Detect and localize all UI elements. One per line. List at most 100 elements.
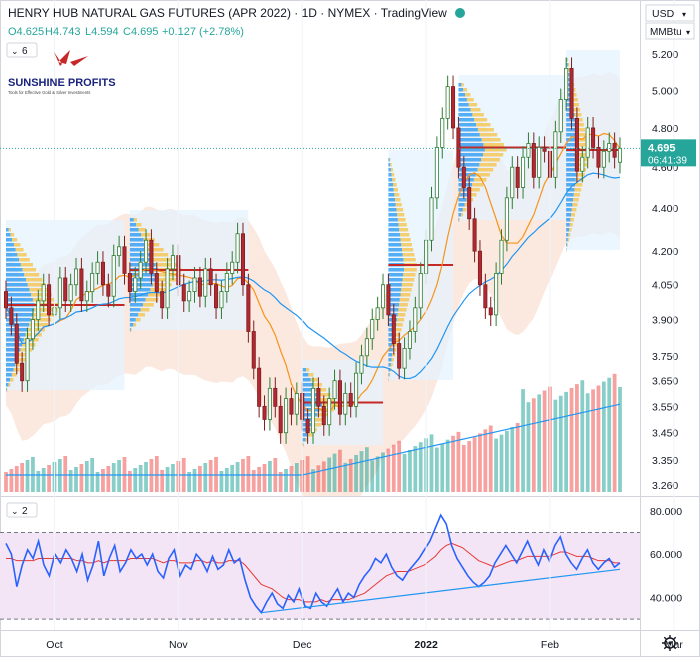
rsi-toggle-button[interactable] xyxy=(6,502,38,518)
profile-bar-down xyxy=(10,233,15,237)
candle-body xyxy=(456,127,461,168)
profile-bar-down xyxy=(570,218,574,222)
candle-body xyxy=(617,147,623,163)
profile-bar-down xyxy=(389,158,391,162)
profile-bar-down xyxy=(403,258,416,262)
profile-bar-down xyxy=(303,443,304,447)
candle-body xyxy=(612,143,617,158)
candle-body xyxy=(187,291,192,302)
profile-bar-up xyxy=(6,248,16,252)
candles xyxy=(3,57,623,444)
volume-bar xyxy=(499,434,504,492)
candle-body xyxy=(289,398,294,415)
profile-bar-down xyxy=(143,238,155,242)
volume-bar xyxy=(364,447,369,492)
volume-bar xyxy=(144,462,148,492)
bar-countdown: 06:41:39 xyxy=(648,155,687,166)
profile-bar-down xyxy=(477,168,494,172)
volume-bar xyxy=(294,463,299,492)
candle-body xyxy=(294,393,299,415)
profile-bar-up xyxy=(388,298,400,302)
profile-bar-down xyxy=(576,128,586,132)
profile-bar-down xyxy=(395,203,402,207)
profile-bar-up xyxy=(388,233,400,237)
profile-bar-down xyxy=(571,208,577,212)
profile-bar-down xyxy=(133,218,137,222)
profile-bar-up xyxy=(129,233,142,237)
profile-bar-down xyxy=(466,98,474,102)
candle-body xyxy=(106,284,111,297)
profile-bar-up xyxy=(388,248,403,252)
candle-body xyxy=(95,261,100,274)
profile-bar-down xyxy=(30,318,52,322)
profile-bar-up xyxy=(566,233,569,237)
profile-bar-up xyxy=(566,173,577,177)
volume-bar xyxy=(257,467,262,492)
candle-body xyxy=(348,393,353,407)
volume-bar xyxy=(219,471,224,492)
candle-body xyxy=(63,277,68,302)
profile-bar-up xyxy=(302,438,306,442)
profile-bar-up xyxy=(566,228,570,232)
candle-body xyxy=(461,166,466,188)
profile-bar-up xyxy=(566,213,572,217)
symbol-title[interactable]: HENRY HUB NATURAL GAS FUTURES (APR 2022)… xyxy=(8,6,447,20)
profile-bar-down xyxy=(403,273,416,277)
profile-bar-down xyxy=(153,258,173,262)
rsi-tick-label: 80.000 xyxy=(650,506,682,518)
unit-label: MMBtu xyxy=(650,27,682,38)
candle-body xyxy=(574,117,579,172)
volume-bar xyxy=(467,441,472,492)
profile-bar-up xyxy=(302,433,308,437)
unit-button[interactable] xyxy=(645,22,695,40)
candle-body xyxy=(337,380,342,415)
profile-bar-up xyxy=(566,143,579,147)
volume-bar xyxy=(558,395,563,492)
volume-bar xyxy=(25,460,30,492)
candle-body xyxy=(429,197,434,241)
profile-bar-down xyxy=(305,368,310,372)
profile-bar-up xyxy=(6,273,25,277)
profile-bar-down xyxy=(399,303,408,307)
candle-body xyxy=(327,398,332,426)
logo-tagline: Tools for Effective Gold & Silver Invest… xyxy=(8,90,90,95)
candle-body xyxy=(467,187,472,220)
volume-bar xyxy=(74,467,78,492)
profile-bar-down xyxy=(473,178,487,182)
ohlc-close: C4.695 xyxy=(123,26,158,38)
profile-bar-up xyxy=(6,358,18,362)
volume-bar xyxy=(381,452,385,492)
profile-bar-down xyxy=(6,388,8,392)
candle-body xyxy=(117,246,122,256)
volume-bar xyxy=(117,460,121,492)
candle-body xyxy=(79,268,84,302)
candle-body xyxy=(257,367,262,407)
candle-body xyxy=(391,314,396,344)
candle-body xyxy=(144,239,149,263)
profile-bar-up xyxy=(566,198,574,202)
volume-bar xyxy=(343,462,348,492)
profile-bar-up xyxy=(566,193,574,197)
profile-bar-down xyxy=(396,323,403,327)
profile-bar-down xyxy=(138,313,145,317)
currency-button[interactable] xyxy=(645,4,695,22)
profile-bar-up xyxy=(129,223,137,227)
profile-bar-up xyxy=(566,93,572,97)
settings-gear-icon[interactable] xyxy=(662,635,678,651)
profile-bar-down xyxy=(312,423,322,427)
price-tick-label: 3.260 xyxy=(652,480,678,492)
candle-body xyxy=(170,255,175,270)
volume-bar xyxy=(251,470,256,492)
rsi-axis: 80.000 60.000 40.000 xyxy=(650,506,682,605)
indicators-toggle-button[interactable] xyxy=(6,42,38,58)
price-tick-label: 4.200 xyxy=(652,246,678,258)
profile-bar-down xyxy=(398,223,407,227)
profile-bar-up xyxy=(566,223,570,227)
candle-body xyxy=(305,419,310,434)
profile-bar-up xyxy=(388,258,404,262)
profile-bar-down xyxy=(468,103,478,107)
profile-bar-down xyxy=(472,183,484,187)
volume-bar xyxy=(278,472,283,492)
profile-bar-up xyxy=(6,258,20,262)
profile-bar-up xyxy=(6,363,16,367)
